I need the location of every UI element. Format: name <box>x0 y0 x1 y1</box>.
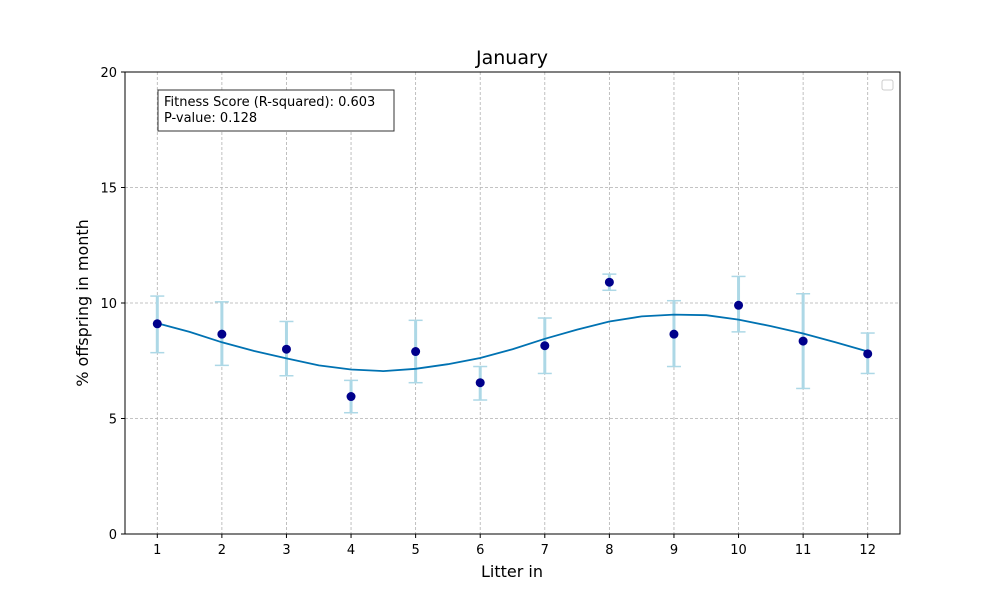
data-point <box>540 341 550 351</box>
x-tick-label: 3 <box>282 543 290 558</box>
data-point <box>152 319 162 329</box>
x-tick-label: 9 <box>670 543 678 558</box>
data-points <box>152 277 873 402</box>
y-tick-label: 5 <box>109 413 117 428</box>
data-point <box>604 277 614 287</box>
x-tick-label: 12 <box>859 543 876 558</box>
r-squared-text: Fitness Score (R-squared): 0.603 <box>164 95 375 110</box>
y-tick-label: 15 <box>100 182 117 197</box>
y-tick-label: 0 <box>109 528 117 543</box>
data-point <box>863 349 873 359</box>
x-tick-label: 4 <box>347 543 355 558</box>
fit-curve <box>157 313 868 373</box>
x-tick-label: 1 <box>153 543 161 558</box>
empty-legend-box <box>881 79 894 91</box>
error-bars <box>150 273 875 414</box>
fit-curve-layer <box>157 313 868 373</box>
data-point <box>346 392 356 402</box>
data-point <box>475 378 485 388</box>
data-point <box>734 300 744 310</box>
grid-lines <box>125 72 900 534</box>
y-tick-label: 10 <box>100 297 117 312</box>
x-tick-label: 5 <box>411 543 419 558</box>
data-point <box>217 329 227 339</box>
x-tick-label: 8 <box>605 543 613 558</box>
x-axis-label: Litter in <box>481 562 543 581</box>
x-tick-label: 2 <box>218 543 226 558</box>
x-tick-label: 11 <box>795 543 812 558</box>
data-point <box>281 344 291 354</box>
x-tick-label: 6 <box>476 543 484 558</box>
p-value-text: P-value: 0.128 <box>164 111 257 126</box>
data-point <box>798 336 808 346</box>
data-point <box>411 347 421 357</box>
x-tick-label: 10 <box>730 543 747 558</box>
y-tick-label: 20 <box>100 66 117 81</box>
y-axis-label: % offspring in month <box>73 219 92 387</box>
chart-title: January <box>475 47 548 69</box>
stats-annotation-box: Fitness Score (R-squared): 0.603 P-value… <box>157 89 395 132</box>
data-point <box>669 329 679 339</box>
x-tick-label: 7 <box>541 543 549 558</box>
